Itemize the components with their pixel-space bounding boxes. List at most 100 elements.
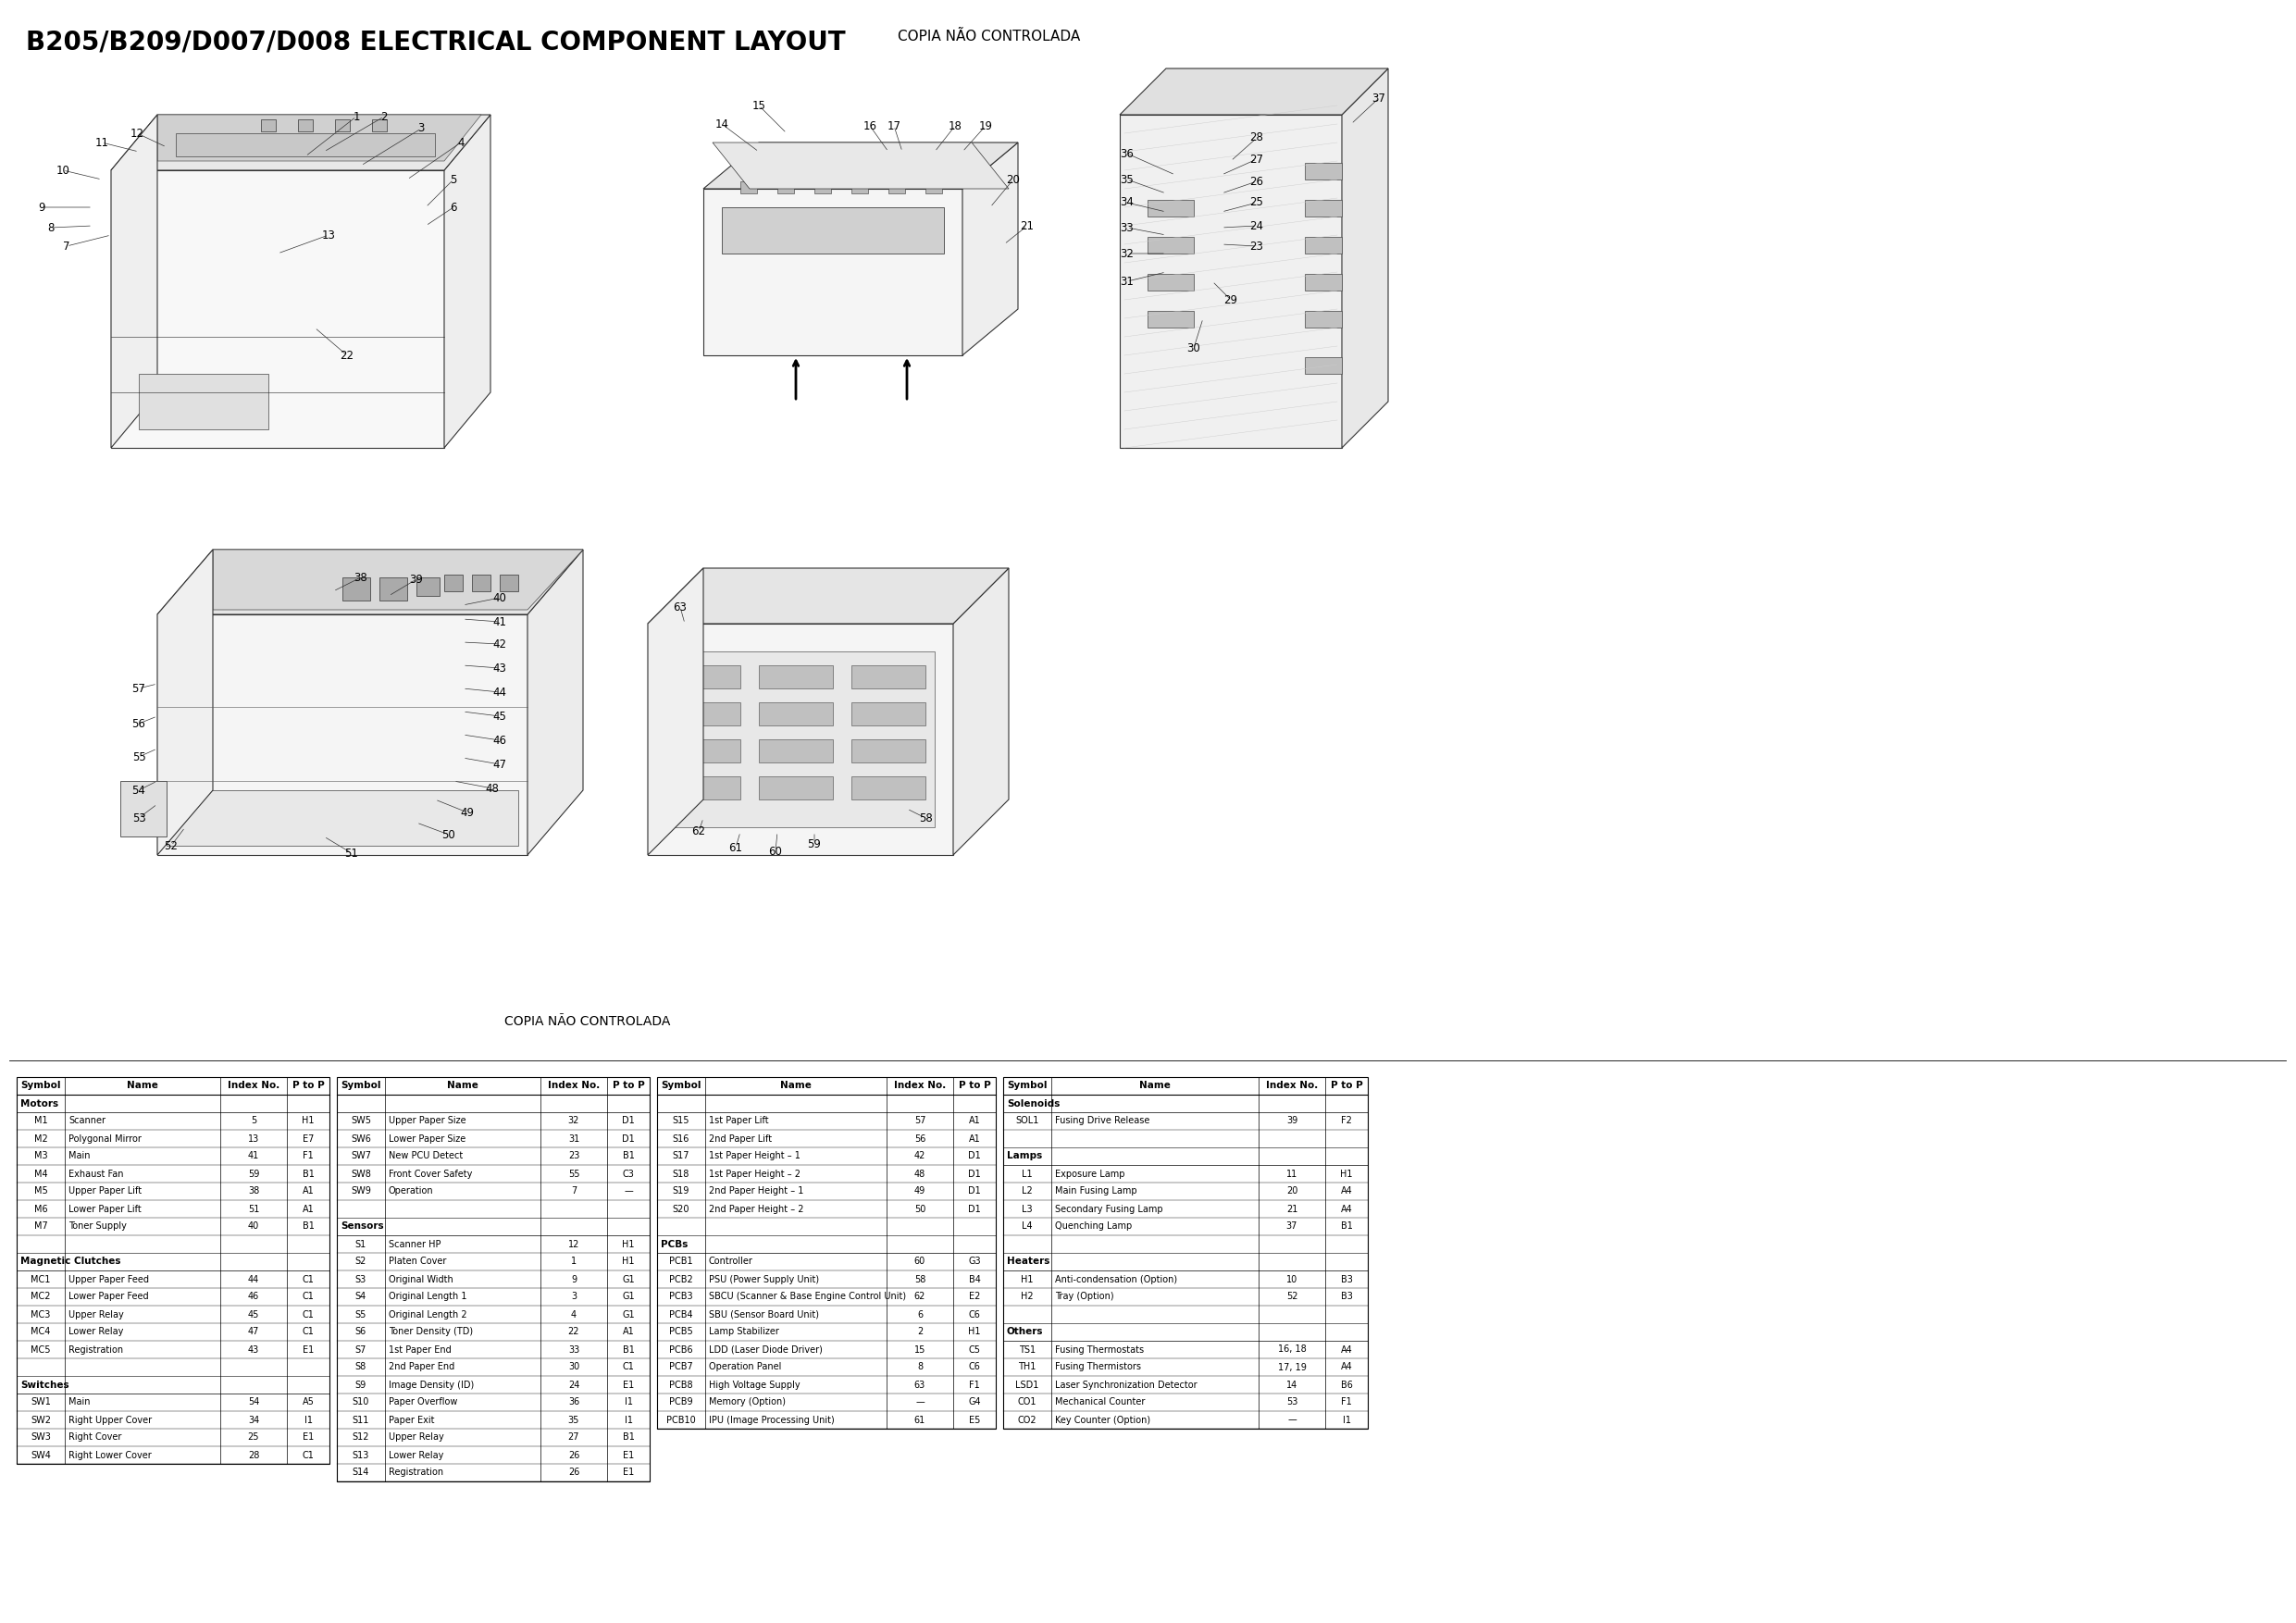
- Polygon shape: [647, 568, 1008, 623]
- Text: Key Counter (Option): Key Counter (Option): [1054, 1415, 1150, 1425]
- Polygon shape: [852, 776, 925, 800]
- Text: 46: 46: [248, 1292, 259, 1302]
- Polygon shape: [666, 651, 934, 828]
- Text: M4: M4: [34, 1169, 48, 1178]
- Text: Operation Panel: Operation Panel: [709, 1363, 781, 1371]
- Text: 40: 40: [248, 1222, 259, 1232]
- Text: E1: E1: [622, 1469, 634, 1477]
- Text: A1: A1: [303, 1204, 315, 1214]
- Text: SW7: SW7: [351, 1152, 372, 1160]
- Text: S10: S10: [351, 1397, 370, 1407]
- Text: 58: 58: [918, 812, 932, 824]
- Polygon shape: [953, 568, 1008, 855]
- Polygon shape: [1120, 115, 1341, 448]
- Text: 59: 59: [248, 1169, 259, 1178]
- Text: 20: 20: [1006, 174, 1019, 185]
- Text: A4: A4: [1341, 1345, 1352, 1354]
- Polygon shape: [760, 665, 833, 688]
- Text: 61: 61: [728, 842, 742, 854]
- Text: 38: 38: [354, 571, 367, 583]
- Text: Main Fusing Lamp: Main Fusing Lamp: [1054, 1186, 1137, 1196]
- Text: TS1: TS1: [1019, 1345, 1035, 1354]
- Text: 52: 52: [165, 839, 179, 852]
- Text: B6: B6: [1341, 1380, 1352, 1389]
- Bar: [657, 1078, 996, 1428]
- Text: E1: E1: [622, 1380, 634, 1389]
- Text: Fusing Thermistors: Fusing Thermistors: [1054, 1363, 1141, 1371]
- Text: Symbol: Symbol: [1008, 1081, 1047, 1091]
- Text: Solenoids: Solenoids: [1008, 1099, 1061, 1109]
- Text: MC5: MC5: [30, 1345, 51, 1354]
- Text: PCB1: PCB1: [668, 1258, 693, 1266]
- Text: Heaters: Heaters: [1008, 1258, 1049, 1266]
- Text: A1: A1: [303, 1186, 315, 1196]
- Text: 50: 50: [914, 1204, 925, 1214]
- Polygon shape: [177, 133, 434, 156]
- Polygon shape: [852, 740, 925, 763]
- Text: 31: 31: [1120, 276, 1134, 287]
- Text: Lamp Stabilizer: Lamp Stabilizer: [709, 1328, 778, 1337]
- Text: B3: B3: [1341, 1292, 1352, 1302]
- Text: 23: 23: [1249, 240, 1263, 252]
- Text: 43: 43: [494, 662, 507, 674]
- Text: Exhaust Fan: Exhaust Fan: [69, 1169, 124, 1178]
- Text: 13: 13: [248, 1134, 259, 1143]
- Text: 2nd Paper Lift: 2nd Paper Lift: [709, 1134, 771, 1143]
- Text: 37: 37: [1373, 93, 1387, 104]
- Text: 39: 39: [409, 573, 422, 586]
- Text: 32: 32: [567, 1117, 579, 1126]
- Text: IPU (Image Processing Unit): IPU (Image Processing Unit): [709, 1415, 833, 1425]
- Text: 59: 59: [808, 837, 822, 850]
- Text: PCB10: PCB10: [666, 1415, 696, 1425]
- Text: S18: S18: [673, 1169, 689, 1178]
- Text: 24: 24: [1249, 219, 1263, 232]
- Text: M5: M5: [34, 1186, 48, 1196]
- Text: New PCU Detect: New PCU Detect: [388, 1152, 464, 1160]
- Text: 8: 8: [916, 1363, 923, 1371]
- Text: E1: E1: [303, 1345, 315, 1354]
- Text: D1: D1: [622, 1134, 634, 1143]
- Text: L4: L4: [1022, 1222, 1033, 1232]
- Polygon shape: [262, 120, 276, 131]
- Text: 41: 41: [248, 1152, 259, 1160]
- Text: SW2: SW2: [30, 1415, 51, 1425]
- Text: Switches: Switches: [21, 1380, 69, 1389]
- Text: G1: G1: [622, 1292, 634, 1302]
- Text: 53: 53: [131, 812, 145, 824]
- Text: PCB2: PCB2: [668, 1274, 693, 1284]
- Text: F1: F1: [303, 1152, 315, 1160]
- Text: P to P: P to P: [292, 1081, 324, 1091]
- Text: 57: 57: [131, 682, 145, 695]
- Text: P to P: P to P: [613, 1081, 645, 1091]
- Text: MC2: MC2: [30, 1292, 51, 1302]
- Text: 58: 58: [914, 1274, 925, 1284]
- Text: Laser Synchronization Detector: Laser Synchronization Detector: [1054, 1380, 1196, 1389]
- Text: Magnetic Clutches: Magnetic Clutches: [21, 1258, 122, 1266]
- Text: S8: S8: [356, 1363, 367, 1371]
- Polygon shape: [342, 578, 370, 601]
- Text: F1: F1: [1341, 1397, 1352, 1407]
- Text: Paper Exit: Paper Exit: [388, 1415, 434, 1425]
- Text: M6: M6: [34, 1204, 48, 1214]
- Text: L3: L3: [1022, 1204, 1033, 1214]
- Text: G1: G1: [622, 1310, 634, 1319]
- Text: Upper Relay: Upper Relay: [388, 1433, 443, 1443]
- Text: C1: C1: [303, 1451, 315, 1459]
- Text: E1: E1: [622, 1451, 634, 1459]
- Text: S4: S4: [356, 1292, 367, 1302]
- Text: A1: A1: [969, 1134, 980, 1143]
- Text: G1: G1: [622, 1274, 634, 1284]
- Text: S2: S2: [356, 1258, 367, 1266]
- Polygon shape: [443, 575, 464, 591]
- Text: 44: 44: [494, 687, 507, 698]
- Polygon shape: [473, 575, 491, 591]
- Polygon shape: [158, 550, 583, 615]
- Text: I1: I1: [303, 1415, 312, 1425]
- Text: 1st Paper Height – 1: 1st Paper Height – 1: [709, 1152, 801, 1160]
- Text: L1: L1: [1022, 1169, 1033, 1178]
- Text: P to P: P to P: [957, 1081, 990, 1091]
- Polygon shape: [760, 703, 833, 725]
- Text: 6: 6: [450, 201, 457, 213]
- Text: H1: H1: [622, 1240, 634, 1248]
- Text: 34: 34: [248, 1415, 259, 1425]
